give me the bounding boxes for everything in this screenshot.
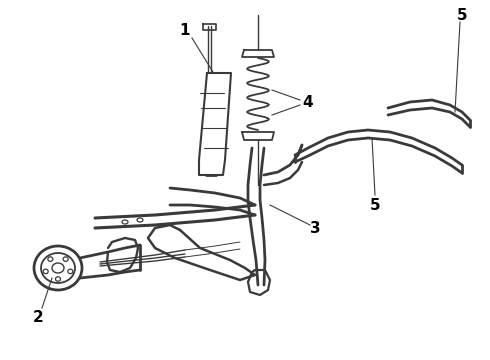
Text: 2: 2 bbox=[33, 310, 44, 325]
Text: 3: 3 bbox=[310, 220, 320, 235]
Text: 5: 5 bbox=[369, 198, 380, 212]
Text: 5: 5 bbox=[457, 8, 467, 23]
Text: 4: 4 bbox=[303, 95, 313, 109]
Text: 1: 1 bbox=[180, 23, 190, 37]
